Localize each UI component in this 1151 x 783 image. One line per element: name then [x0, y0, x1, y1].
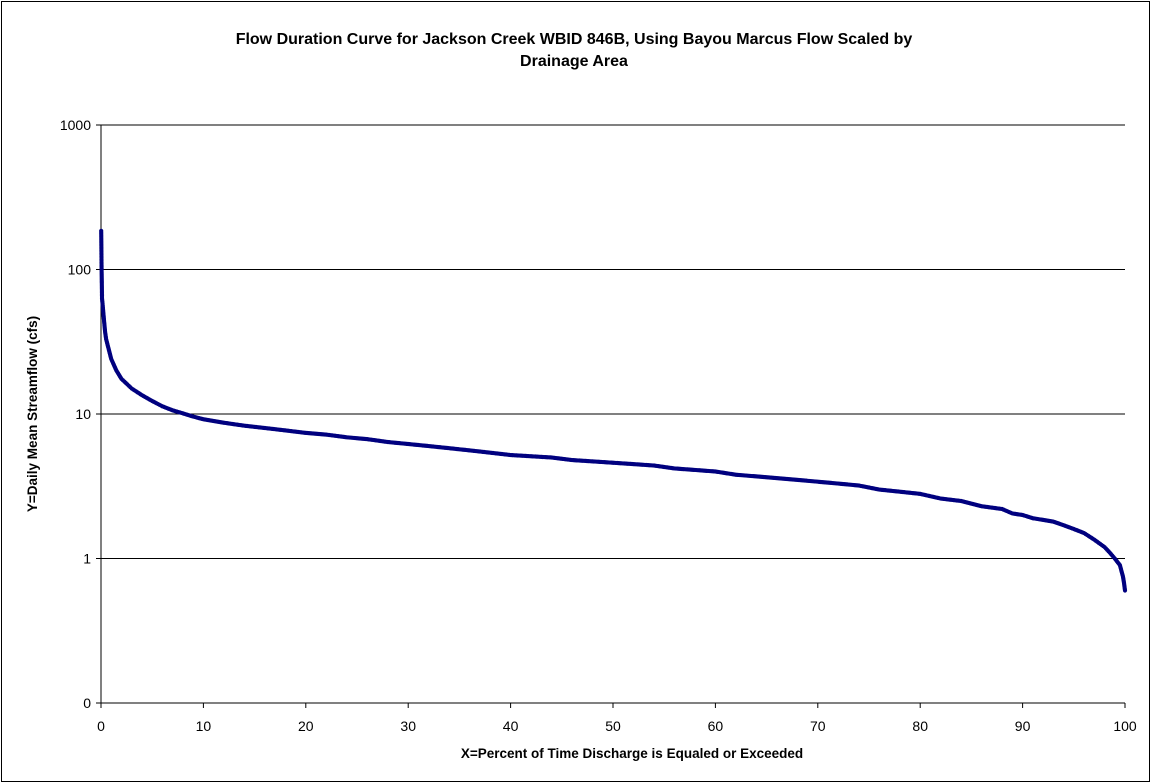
axes: [96, 124, 1126, 708]
x-tick-label: 30: [400, 718, 416, 734]
x-tick-label: 100: [1113, 718, 1137, 734]
tick-labels: 0 1 10 100 1000 0 10 20 30 40 50 60 70 80 90 100: [60, 117, 1137, 734]
x-tick-label: 20: [298, 718, 314, 734]
y-tick-label: 0: [83, 695, 91, 711]
y-tick-label: 1: [83, 551, 91, 567]
x-tick-label: 60: [708, 718, 724, 734]
x-tick-label: 80: [912, 718, 928, 734]
y-tick-label: 100: [68, 262, 92, 278]
gridlines: [101, 124, 1125, 559]
x-axis-label: X=Percent of Time Discharge is Equaled o…: [461, 746, 803, 761]
x-tick-label: 90: [1015, 718, 1031, 734]
x-tick-label: 0: [97, 718, 105, 734]
data-points: [99, 228, 1128, 593]
x-tick-label: 50: [605, 718, 621, 734]
chart-title-line-2: Drainage Area: [520, 53, 628, 70]
data-point: [1122, 588, 1128, 593]
y-axis-label: Y=Daily Mean Streamflow (cfs): [25, 316, 40, 512]
y-tick-label: 1000: [60, 117, 91, 133]
x-tick-label: 10: [196, 718, 212, 734]
y-tick-label: 10: [75, 406, 91, 422]
x-tick-label: 40: [503, 718, 519, 734]
x-tick-label: 70: [810, 718, 826, 734]
chart-title-line-1: Flow Duration Curve for Jackson Creek WB…: [236, 31, 913, 48]
